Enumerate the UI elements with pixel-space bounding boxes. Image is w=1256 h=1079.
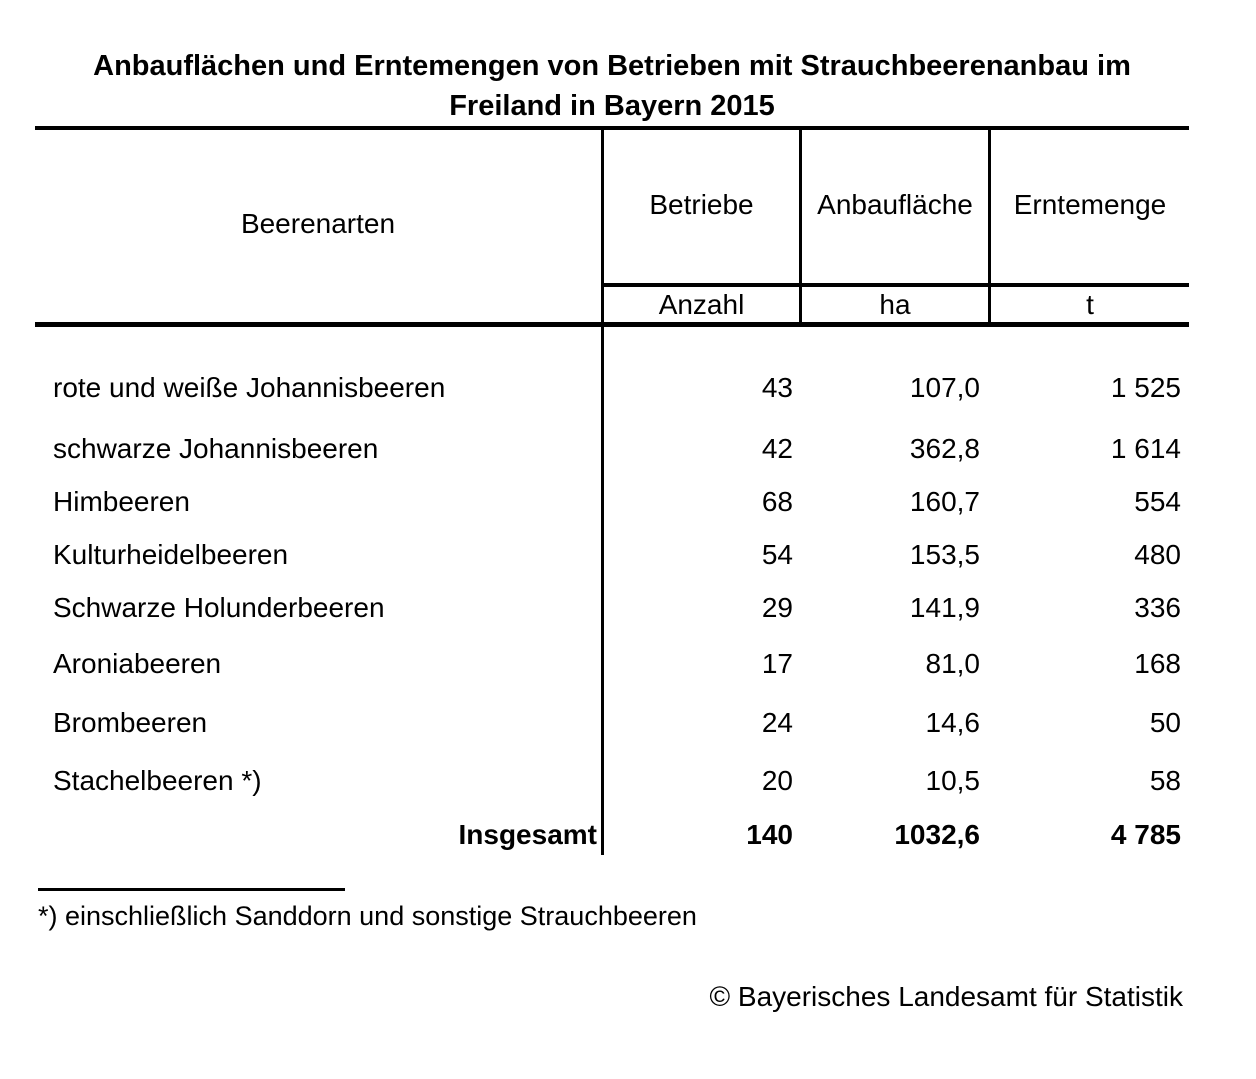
total-anbauflaeche: 1032,6 (894, 819, 980, 850)
footnote-text: *) einschließlich Sanddorn und sonstige … (38, 901, 697, 931)
cell-erntemenge: 1 614 (1110, 433, 1181, 464)
cell-betriebe: 17 (761, 648, 793, 679)
cell-betriebe: 43 (761, 372, 793, 403)
anbauflaeche-erntemenge-divider (988, 126, 991, 327)
cell-betriebe: 29 (761, 592, 793, 623)
table-row: Himbeeren 68 160,7 554 (35, 474, 1189, 530)
cell-betriebe: 68 (761, 486, 793, 517)
row-label: Schwarze Holunderbeeren (53, 592, 385, 623)
betriebe-anbauflaeche-divider (799, 126, 802, 327)
total-label: Insgesamt (458, 819, 598, 850)
table-row: Kulturheidelbeeren 54 153,5 480 (35, 527, 1189, 583)
statistics-table: Beerenarten Betriebe Anbaufläche Ernteme… (35, 126, 1189, 866)
table-row: Brombeeren 24 14,6 50 (35, 695, 1189, 751)
cell-betriebe: 42 (761, 433, 793, 464)
cell-erntemenge: 1 525 (1110, 372, 1181, 403)
header-erntemenge: Erntemenge (1013, 188, 1167, 220)
header-beerenarten: Beerenarten (240, 208, 396, 239)
row-label: Himbeeren (53, 486, 190, 517)
header-unit-anzahl: Anzahl (658, 288, 745, 320)
cell-erntemenge: 58 (1149, 765, 1181, 796)
cell-anbauflaeche: 362,8 (909, 433, 980, 464)
cell-erntemenge: 336 (1134, 592, 1181, 623)
copyright-text: © Bayerisches Landesamt für Statistik (709, 981, 1184, 1012)
cell-erntemenge: 50 (1149, 707, 1181, 738)
page-title-line1: Anbauflächen und Erntemengen von Betrieb… (93, 50, 1131, 82)
cell-anbauflaeche: 141,9 (909, 592, 980, 623)
table-row: schwarze Johannisbeeren 42 362,8 1 614 (35, 421, 1189, 477)
cell-anbauflaeche: 107,0 (909, 372, 980, 403)
page-title-line2: Freiland in Bayern 2015 (449, 90, 775, 122)
label-column-divider (601, 126, 604, 855)
table-row: Aroniabeeren 17 81,0 168 (35, 636, 1189, 692)
cell-erntemenge: 554 (1134, 486, 1181, 517)
cell-anbauflaeche: 10,5 (925, 765, 981, 796)
cell-betriebe: 54 (761, 539, 793, 570)
table-row: rote und weiße Johannisbeeren 43 107,0 1… (35, 360, 1189, 416)
header-unit-ha: ha (879, 288, 911, 320)
total-betriebe: 140 (746, 819, 793, 850)
page-title: Anbauflächen und Erntemengen von Betrieb… (35, 46, 1189, 126)
header-unit-t: t (1086, 288, 1094, 320)
cell-anbauflaeche: 14,6 (925, 707, 981, 738)
cell-anbauflaeche: 160,7 (909, 486, 980, 517)
footnote-rule (38, 888, 345, 891)
row-label: rote und weiße Johannisbeeren (53, 372, 446, 403)
row-label: Brombeeren (53, 707, 208, 738)
row-label: Aroniabeeren (53, 648, 222, 679)
header-betriebe: Betriebe (649, 188, 754, 220)
cell-betriebe: 24 (761, 707, 793, 738)
cell-betriebe: 20 (761, 765, 793, 796)
cell-erntemenge: 168 (1134, 648, 1181, 679)
header-units-rule (601, 283, 1189, 287)
row-label: schwarze Johannisbeeren (53, 433, 379, 464)
cell-anbauflaeche: 81,0 (925, 648, 981, 679)
table-total-row: Insgesamt 140 1032,6 4 785 (35, 807, 1189, 863)
row-label: Stachelbeeren *) (53, 765, 262, 796)
row-label: Kulturheidelbeeren (53, 539, 289, 570)
table-row: Stachelbeeren *) 20 10,5 58 (35, 753, 1189, 809)
table-row: Schwarze Holunderbeeren 29 141,9 336 (35, 580, 1189, 636)
header-bottom-rule (35, 322, 1189, 327)
cell-anbauflaeche: 153,5 (909, 539, 980, 570)
total-erntemenge: 4 785 (1110, 819, 1181, 850)
header-anbauflaeche: Anbaufläche (817, 188, 973, 220)
cell-erntemenge: 480 (1134, 539, 1181, 570)
table-top-rule (35, 126, 1189, 130)
